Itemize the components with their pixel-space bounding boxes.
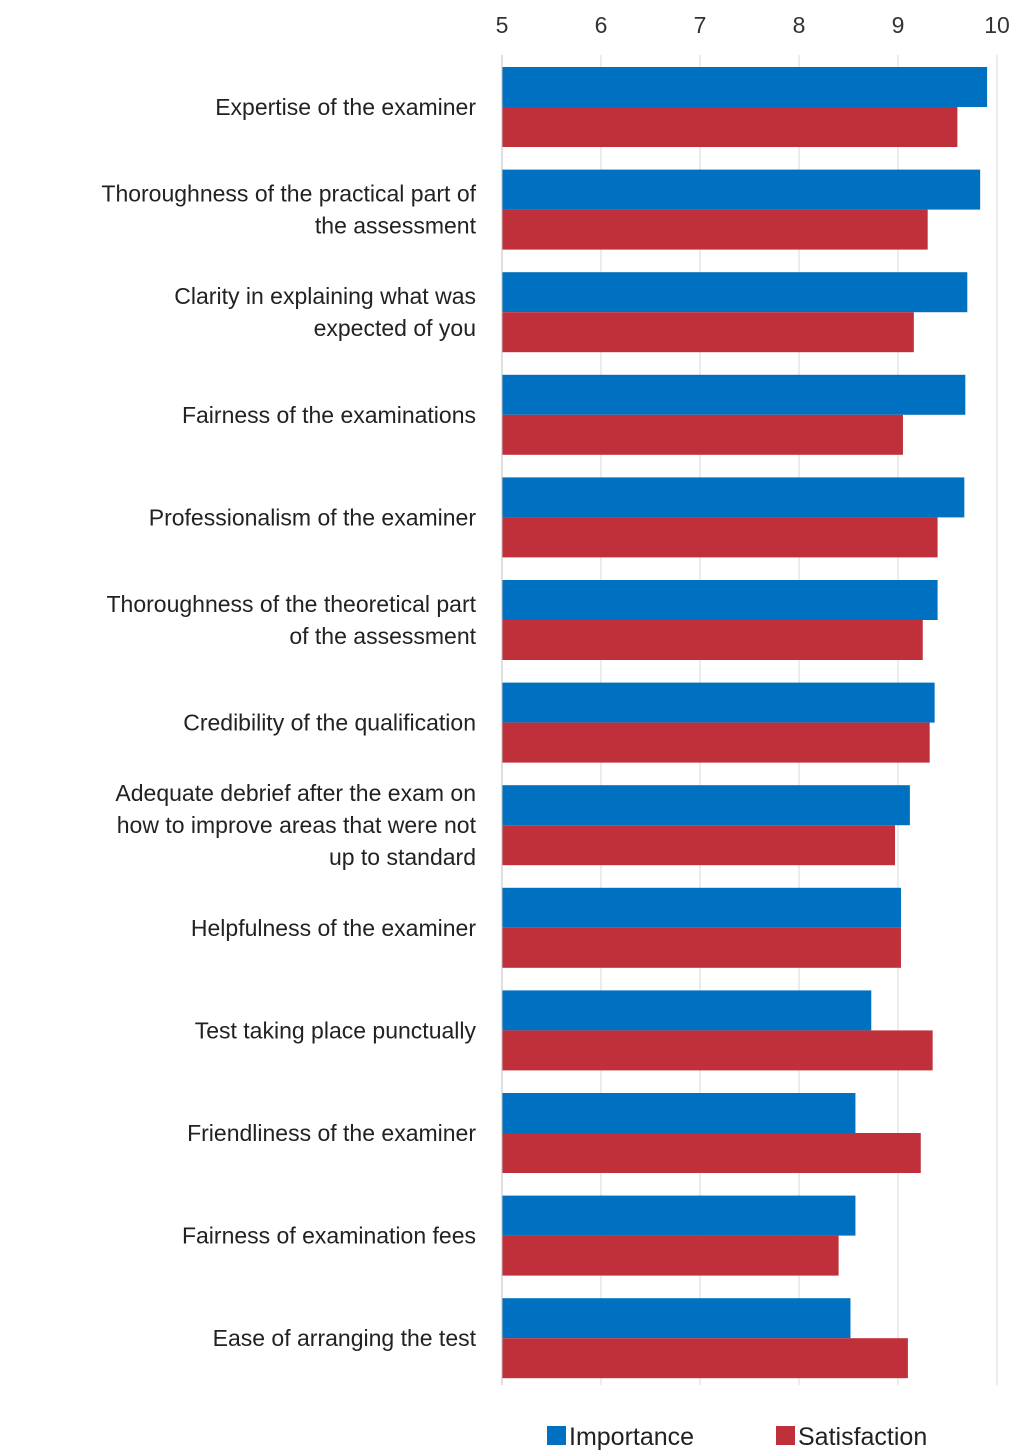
bar-satisfaction-4 [502,517,938,558]
category-label-line: Friendliness of the examiner [187,1120,476,1146]
bar-importance-11 [502,1195,856,1236]
category-label: Credibility of the qualification [183,710,476,736]
bar-satisfaction-3 [502,414,903,455]
bar-satisfaction-8 [502,927,901,968]
category-label: Helpfulness of the examiner [191,915,476,941]
category-label-line: Ease of arranging the test [213,1325,477,1351]
category-label-line: up to standard [329,844,476,870]
category-labels: Expertise of the examiner Thoroughness of… [101,94,476,1351]
bar-satisfaction-5 [502,620,923,660]
x-tick-label-10: 10 [984,12,1010,38]
category-label-line: Adequate debrief after the exam on [115,780,476,806]
bar-importance-10 [502,1093,856,1133]
category-label: Ease of arranging the test [213,1325,477,1351]
bar-importance-1 [502,169,981,210]
x-tick-label-9: 9 [892,12,905,38]
legend-label-satisfaction: Satisfaction [798,1423,927,1450]
bar-importance-0 [502,67,988,107]
category-label-line: of the assessment [289,623,476,649]
x-tick-label-6: 6 [595,12,608,38]
legend-swatch-satisfaction [776,1426,795,1445]
bar-satisfaction-10 [502,1133,921,1173]
category-label: Thoroughness of the theoretical part of t… [106,591,476,649]
category-label: Adequate debrief after the exam on how to… [115,780,476,870]
bars [502,67,988,1379]
bar-satisfaction-2 [502,312,914,353]
category-label-line: Expertise of the examiner [215,94,476,120]
x-tick-label-8: 8 [793,12,806,38]
category-label: Friendliness of the examiner [187,1120,476,1146]
category-label: Expertise of the examiner [215,94,476,120]
category-label: Test taking place punctually [195,1017,477,1043]
category-label: Clarity in explaining what was expected o… [174,283,476,341]
legend-swatch-importance [547,1426,566,1445]
x-tick-label-5: 5 [496,12,509,38]
category-label: Thoroughness of the practical part of the… [101,181,476,239]
bar-importance-8 [502,887,901,928]
category-label-line: expected of you [314,315,476,341]
bar-importance-5 [502,580,938,620]
bar-satisfaction-7 [502,825,896,866]
category-label-line: Thoroughness of the practical part of [101,181,476,207]
category-label-line: Thoroughness of the theoretical part [106,591,476,617]
category-label: Fairness of the examinations [182,402,476,428]
bar-importance-7 [502,785,910,826]
category-label-line: Helpfulness of the examiner [191,915,476,941]
bar-satisfaction-9 [502,1030,933,1071]
bar-satisfaction-0 [502,107,958,147]
bar-importance-3 [502,374,966,415]
category-label-line: Professionalism of the examiner [149,504,477,530]
category-label-line: how to improve areas that were not [117,812,477,838]
category-label-line: Credibility of the qualification [183,710,476,736]
x-tick-label-7: 7 [694,12,707,38]
legend-label-importance: Importance [569,1423,694,1450]
category-label: Professionalism of the examiner [149,504,477,530]
category-label-line: the assessment [315,213,477,239]
bar-importance-4 [502,477,965,518]
category-label-line: Fairness of examination fees [182,1223,476,1249]
category-label: Fairness of examination fees [182,1223,476,1249]
category-label-line: Fairness of the examinations [182,402,476,428]
bar-satisfaction-6 [502,722,930,763]
bar-importance-9 [502,990,872,1031]
bar-importance-6 [502,682,935,723]
bar-satisfaction-1 [502,209,928,250]
bar-importance-12 [502,1298,851,1339]
x-axis-ticks: 5 6 7 8 9 10 [496,12,1010,38]
bar-importance-2 [502,272,968,313]
category-label-line: Clarity in explaining what was [174,283,476,309]
category-label-line: Test taking place punctually [195,1017,477,1043]
bar-satisfaction-11 [502,1235,839,1276]
bar-satisfaction-12 [502,1338,908,1379]
legend: Importance Satisfaction [547,1423,927,1450]
